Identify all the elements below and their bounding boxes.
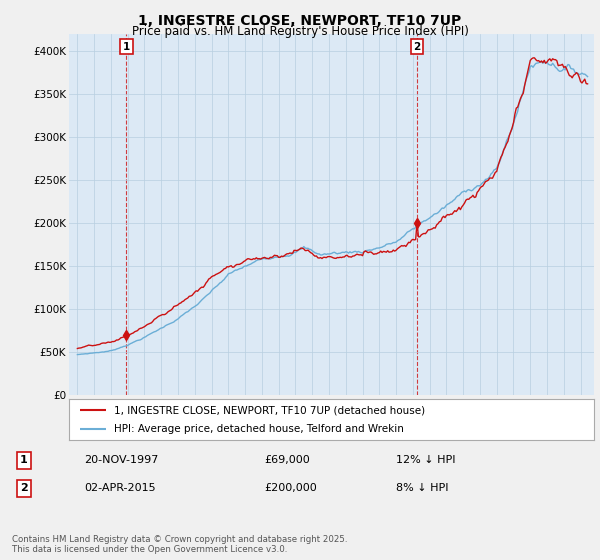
Text: £200,000: £200,000 [264, 483, 317, 493]
Text: 1, INGESTRE CLOSE, NEWPORT, TF10 7UP (detached house): 1, INGESTRE CLOSE, NEWPORT, TF10 7UP (de… [113, 405, 425, 415]
Text: 1: 1 [122, 41, 130, 52]
Text: 1, INGESTRE CLOSE, NEWPORT, TF10 7UP: 1, INGESTRE CLOSE, NEWPORT, TF10 7UP [139, 14, 461, 28]
Text: 2: 2 [20, 483, 28, 493]
Text: 8% ↓ HPI: 8% ↓ HPI [396, 483, 449, 493]
Text: 20-NOV-1997: 20-NOV-1997 [84, 455, 158, 465]
Text: 2: 2 [413, 41, 421, 52]
Text: 1: 1 [20, 455, 28, 465]
Text: £69,000: £69,000 [264, 455, 310, 465]
Text: 02-APR-2015: 02-APR-2015 [84, 483, 155, 493]
Text: HPI: Average price, detached house, Telford and Wrekin: HPI: Average price, detached house, Telf… [113, 424, 404, 433]
Text: Price paid vs. HM Land Registry's House Price Index (HPI): Price paid vs. HM Land Registry's House … [131, 25, 469, 38]
Text: Contains HM Land Registry data © Crown copyright and database right 2025.
This d: Contains HM Land Registry data © Crown c… [12, 535, 347, 554]
Text: 12% ↓ HPI: 12% ↓ HPI [396, 455, 455, 465]
